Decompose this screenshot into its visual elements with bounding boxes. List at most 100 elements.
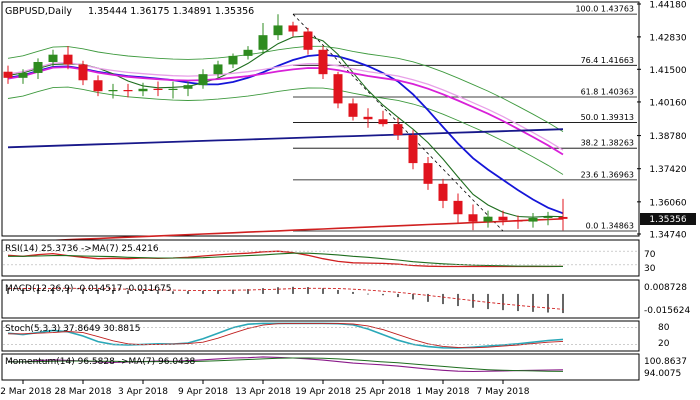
macd-bar [427,293,429,302]
price-tick-label: 1.40160 [649,98,686,108]
candle [183,81,193,97]
candle-body [228,55,238,65]
stoch-tick-80: 80 [658,323,670,333]
candle [33,58,43,80]
fib-level-label: 38.2 1.38263 [581,139,634,148]
candle [498,210,508,226]
macd-bar [277,287,279,294]
candle-body [528,217,538,222]
rsi-panel: RSI(14) 25.3736 ->MA(7) 25.4216 70 30 [1,239,656,277]
macd-title: MACD(12,26,9) -0.014517 -0.011675 [5,284,171,294]
stoch-panel: Stoch(5,3,3) 37.8649 30.8815 80 20 [1,320,670,352]
pink-ma-line [7,62,564,151]
time-tick-label: 25 Apr 2018 [355,387,411,397]
candle-body [63,54,73,65]
macd-tick-top: 0.008728 [644,283,687,293]
macd-bar [97,289,99,294]
macd-bar [262,288,264,294]
candle [543,211,553,226]
candle [318,46,328,80]
price-tick-label: 1.42830 [649,33,686,43]
momentum-ma-line [8,357,564,372]
candle [288,21,298,37]
stoch-tick-20: 20 [658,339,670,349]
candle-body [453,200,463,215]
candle-body [408,135,418,164]
price-axis: 1.44180 1.42830 1.41500 1.40160 1.38780 1.374… [637,1,687,241]
candle-body [213,64,223,75]
candle [108,83,118,99]
rsi-ma-line [8,252,564,267]
last-price-label: 1.35356 [649,215,686,225]
candle-body [258,35,268,50]
candle-body [378,119,388,125]
last-price-tag-bg [640,213,696,225]
price-tick-label: 1.41500 [649,66,686,76]
candle [168,81,178,99]
candle-body [363,116,373,120]
upper-band-line [7,45,564,132]
candle [78,60,88,86]
fib-level-label: 23.6 1.36963 [581,170,634,179]
candle-body [333,74,343,104]
candle-body [423,163,433,184]
candle [213,60,223,78]
stoch-panel-frame [1,320,640,352]
candle [93,75,103,97]
candle [198,69,208,89]
macd-bar [232,289,234,294]
macd-bar [67,287,69,294]
candle-body [198,74,208,86]
candle-body [288,25,298,32]
macd-bar [322,288,324,294]
macd-bar [112,289,114,294]
candle-body [93,80,103,92]
candle-body [108,90,118,92]
stoch-title: Stoch(5,3,3) 37.8649 30.8815 [5,324,140,334]
candle-body [168,88,178,91]
lower-band-line [7,86,564,175]
candle [123,83,133,98]
candle-body [393,124,403,136]
ohlc-readout: 1.35444 1.36175 1.34891 1.35356 [88,6,254,17]
moving-averages [7,35,564,244]
candle [48,49,58,67]
macd-bar [127,290,129,294]
time-tick-label: 7 May 2018 [477,387,530,397]
macd-bar [457,293,459,307]
fib-level-label: 50.0 1.39313 [581,113,634,122]
chart-symbol-title: GBPUSD,Daily [5,6,72,17]
candle-body [513,220,523,222]
macd-signal-line [7,287,564,310]
macd-bar [247,289,249,294]
red-ma-line [7,218,564,244]
candle [423,157,433,190]
candle-body [543,216,553,218]
momentum-lines [7,356,564,373]
candle-body [138,88,148,92]
last-price-tag: 1.35356 [640,213,696,225]
macd-bar [307,287,309,294]
candle-body [243,49,253,56]
time-tick-label: 1 May 2018 [417,387,470,397]
candle [258,23,268,54]
candle [528,213,538,228]
macd-bar [172,291,174,294]
macd-bar [52,287,54,294]
candle [363,108,373,128]
candle-body [48,54,58,62]
price-tick-label: 1.36060 [649,198,686,208]
fib-level-label: 76.4 1.41663 [581,56,634,65]
macd-bar [157,291,159,294]
candle-body [348,103,358,117]
candle-body [558,216,568,219]
rsi-tick-70: 70 [644,250,656,260]
fib-level-label: 100.0 1.43763 [575,5,634,14]
time-tick-label: 3 Apr 2018 [118,387,168,397]
magenta-ma-line [7,66,564,156]
macd-bar [382,293,384,296]
candle-body [468,214,478,222]
candle [243,46,253,60]
candle-body [3,71,13,78]
